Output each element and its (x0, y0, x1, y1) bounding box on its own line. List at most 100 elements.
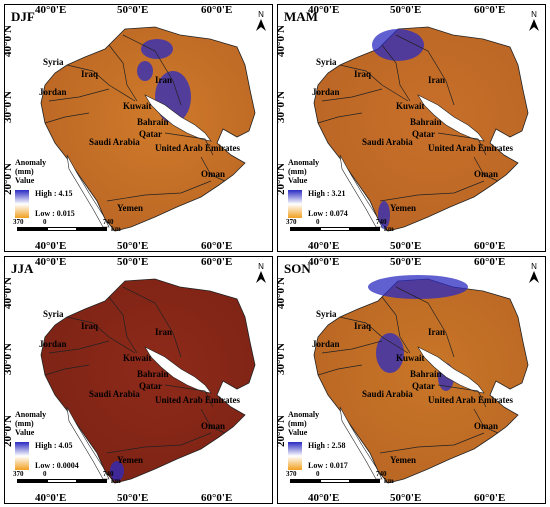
country-label: Saudi Arabia (362, 137, 413, 147)
legend-high: High : 4.15 (35, 189, 73, 198)
longitude-tick-bottom: 50°0'E (390, 492, 422, 504)
country-border (395, 34, 455, 106)
longitude-tick-bottom: 50°0'E (390, 240, 422, 252)
country-label: Kuwait (396, 101, 425, 111)
country-border (339, 64, 409, 102)
country-label: Jordan (39, 339, 67, 349)
season-label: SON (284, 261, 311, 276)
country-label: Yemen (390, 203, 416, 213)
longitude-tick-bottom: 60°0'E (201, 492, 233, 504)
country-label: United Arab Emirates (155, 143, 240, 153)
scale-bar: 370 0 740 km (286, 218, 400, 247)
longitude-tick-top: 40°0'E (308, 4, 340, 16)
longitude-tick-bottom: 60°0'E (201, 240, 233, 252)
country-label: Iraq (81, 321, 99, 331)
longitude-tick-bottom: 60°0'E (474, 240, 506, 252)
country-border (381, 44, 411, 102)
north-label: N (531, 262, 537, 271)
country-label: Iran (155, 327, 173, 337)
country-border (108, 44, 138, 102)
latitude-tick: 40°0'N (277, 25, 287, 57)
persian-gulf (417, 94, 485, 142)
country-border (66, 64, 136, 102)
longitude-tick-top: 40°0'E (35, 256, 67, 268)
legend-value-label: Value (288, 428, 308, 437)
country-border (437, 132, 487, 156)
country-label: Syria (43, 309, 64, 319)
country-border (48, 88, 110, 102)
country-label: Yemen (390, 455, 416, 465)
latitude-tick: 30°0'N (277, 343, 287, 375)
country-label: United Arab Emirates (428, 143, 513, 153)
country-border (317, 112, 363, 124)
high-anomaly-area (378, 201, 390, 229)
country-label: Qatar (139, 381, 162, 391)
latitude-tick: 40°0'N (4, 277, 14, 309)
country-label: Iraq (81, 69, 99, 79)
scale-label: 0 (43, 218, 47, 226)
land-surface (40, 26, 256, 232)
latitude-tick: 20°0'N (277, 415, 287, 447)
scale-segment (17, 227, 47, 231)
scale-segment (350, 227, 380, 231)
scale-label: 370 (286, 470, 297, 478)
scale-label: 0 (43, 470, 47, 478)
country-label: Qatar (412, 381, 435, 391)
land-surface (313, 26, 529, 232)
scale-segment (320, 479, 350, 483)
country-border (106, 180, 212, 202)
legend-colour-ramp (288, 442, 302, 470)
legend-unit: (mm) (15, 167, 34, 176)
persian-gulf (144, 346, 212, 394)
map-drawing (40, 26, 256, 232)
country-border (321, 340, 383, 354)
country-label: Saudi Arabia (362, 389, 413, 399)
north-label: N (258, 10, 264, 19)
country-border (317, 364, 363, 376)
legend-unit: (mm) (15, 419, 34, 428)
country-label: Saudi Arabia (89, 137, 140, 147)
legend-title: Anomaly (288, 158, 320, 167)
legend-high: High : 4.05 (35, 441, 73, 450)
latitude-tick: 20°0'N (4, 415, 14, 447)
legend-title: Anomaly (15, 410, 47, 419)
scale-label: 370 (13, 470, 24, 478)
scale-label: 370 (286, 218, 297, 226)
scale-segment (77, 227, 107, 231)
country-border (164, 132, 214, 156)
country-border (44, 112, 90, 124)
scale-segment (350, 479, 380, 483)
country-border (339, 316, 409, 354)
country-border (66, 316, 136, 354)
scale-segment (290, 227, 320, 231)
country-label: Kuwait (396, 353, 425, 363)
scale-unit: km (384, 225, 394, 233)
scale-label: 740 (103, 470, 114, 478)
country-label: Oman (474, 169, 499, 179)
country-border (122, 34, 182, 106)
scale-bar: 370 0 740 km (13, 470, 127, 499)
country-border (122, 286, 182, 358)
country-label: Jordan (312, 339, 340, 349)
latitude-tick: 40°0'N (4, 25, 14, 57)
north-arrow-icon: N (527, 261, 541, 285)
north-arrow-icon: N (527, 9, 541, 33)
country-label: Syria (316, 57, 337, 67)
latitude-tick: 30°0'N (277, 91, 287, 123)
legend-value-label: Value (288, 176, 308, 185)
legend-low: Low : 0.017 (308, 461, 348, 470)
north-label: N (258, 262, 264, 271)
legend-title: Anomaly (15, 158, 47, 167)
legend-unit: (mm) (288, 419, 307, 428)
country-border (473, 408, 499, 434)
longitude-tick-top: 60°0'E (474, 256, 506, 268)
season-label: DJF (11, 9, 35, 24)
country-border (381, 296, 411, 354)
scale-segment (320, 227, 350, 231)
land-surface (313, 278, 529, 484)
high-anomaly-area (376, 333, 404, 373)
scale-segment (17, 479, 47, 483)
country-label: Bahrain (410, 117, 442, 127)
legend-low: Low : 0.0004 (35, 461, 79, 470)
legend: Anomaly (mm) Value High : 2.58 Low : 0.017 (288, 410, 348, 470)
